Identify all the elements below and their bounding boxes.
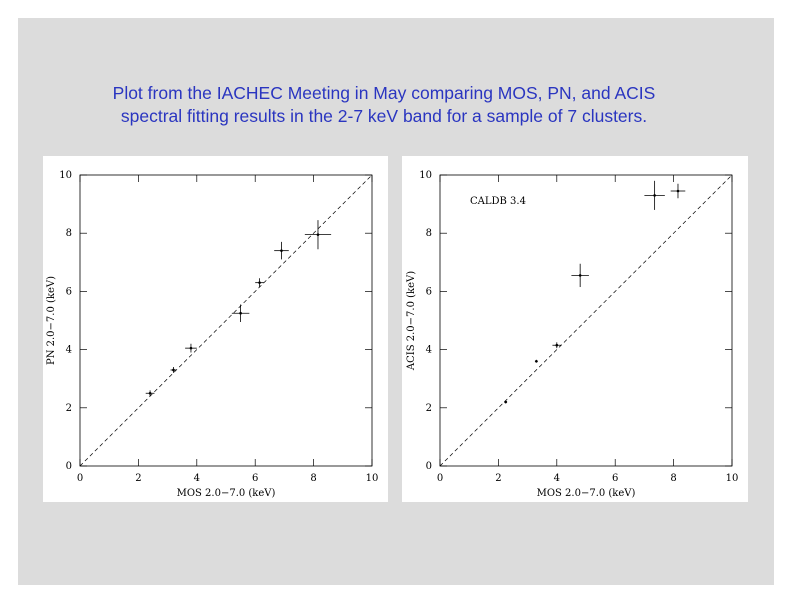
data-point <box>653 194 656 197</box>
y-tick-label: 10 <box>419 170 432 181</box>
y-tick-label: 8 <box>66 228 72 239</box>
x-axis-label: MOS 2.0−7.0 (keV) <box>177 488 276 499</box>
y-tick-label: 10 <box>59 170 72 181</box>
y-tick-label: 8 <box>426 228 432 239</box>
y-tick-label: 6 <box>426 286 432 297</box>
plot-frame <box>439 174 733 467</box>
annotation: CALDB 3.4 <box>470 196 526 207</box>
plot-background <box>402 156 748 502</box>
data-point <box>555 343 559 347</box>
data-point <box>316 233 320 236</box>
x-tick-label: 10 <box>726 473 739 484</box>
data-point <box>239 311 242 315</box>
y-tick-label: 2 <box>66 403 72 414</box>
identity-line <box>439 174 733 467</box>
x-tick-label: 6 <box>252 473 258 484</box>
y-tick-label: 0 <box>66 461 72 472</box>
x-tick-label: 2 <box>135 473 141 484</box>
data-point <box>189 346 193 350</box>
y-tick-label: 6 <box>66 286 72 297</box>
data-point <box>535 359 538 363</box>
data-point <box>280 249 283 252</box>
identity-line <box>79 174 373 467</box>
data-point <box>258 281 261 284</box>
x-axis-label: MOS 2.0−7.0 (keV) <box>537 488 636 499</box>
data-point <box>676 189 680 193</box>
x-tick-label: 8 <box>670 473 676 484</box>
x-tick-label: 6 <box>612 473 618 484</box>
title-line: Plot from the IACHEC Meeting in May comp… <box>113 83 656 103</box>
plot-frame <box>79 174 373 467</box>
y-axis-label: PN 2.0−7.0 (keV) <box>46 276 57 365</box>
x-tick-label: 4 <box>194 473 200 484</box>
y-tick-label: 2 <box>426 403 432 414</box>
x-tick-label: 0 <box>437 473 443 484</box>
data-point <box>172 368 175 372</box>
y-axis-label: ACIS 2.0−7.0 (keV) <box>406 271 417 371</box>
x-tick-label: 2 <box>495 473 501 484</box>
data-point <box>578 274 582 277</box>
data-point <box>148 391 152 395</box>
plot-background <box>43 156 388 502</box>
title-line: spectral fitting results in the 2-7 keV … <box>121 106 647 126</box>
y-tick-label: 4 <box>66 345 72 356</box>
y-tick-label: 4 <box>426 345 432 356</box>
data-point <box>504 400 508 404</box>
x-tick-label: 8 <box>310 473 316 484</box>
y-tick-label: 0 <box>426 461 432 472</box>
x-tick-label: 0 <box>77 473 83 484</box>
x-tick-label: 4 <box>554 473 560 484</box>
x-tick-label: 10 <box>366 473 379 484</box>
